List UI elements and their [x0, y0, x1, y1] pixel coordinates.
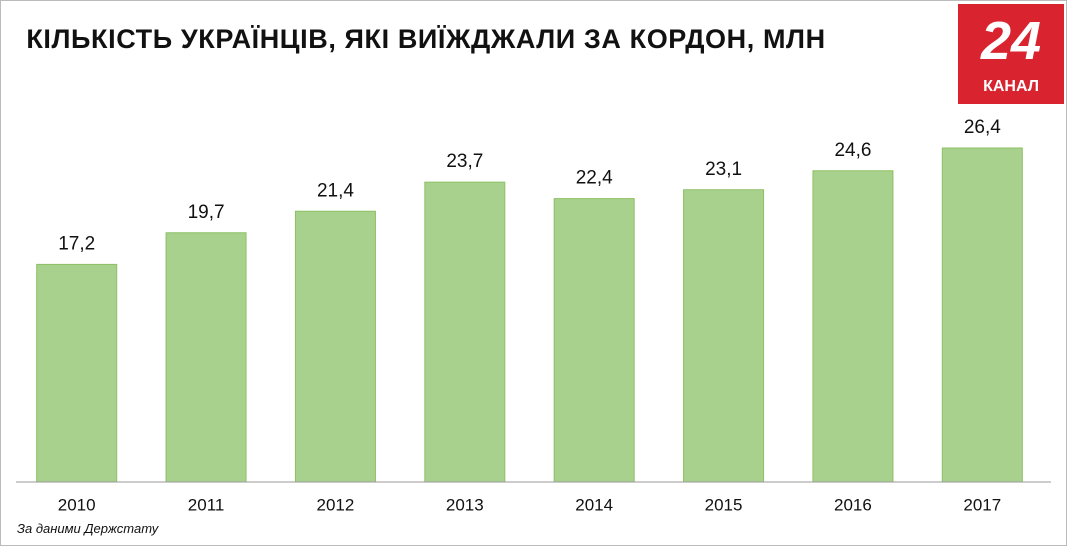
value-label: 23,1 — [705, 159, 742, 180]
x-tick-label: 2013 — [446, 495, 484, 514]
chart-title: КІЛЬКІСТЬ УКРАЇНЦІВ, ЯКІ ВИЇЖДЖАЛИ ЗА КО… — [26, 24, 826, 54]
x-tick-label: 2011 — [188, 495, 225, 514]
x-tick-label: 2017 — [963, 495, 1001, 514]
x-tick-label: 2014 — [575, 495, 613, 514]
x-tick-label: 2012 — [317, 495, 355, 514]
value-label: 17,2 — [58, 233, 95, 254]
value-label: 24,6 — [834, 140, 871, 161]
value-label: 21,4 — [317, 180, 354, 201]
value-label: 19,7 — [188, 202, 225, 223]
bar — [36, 263, 118, 483]
bar — [683, 189, 765, 483]
bar — [941, 147, 1023, 483]
logo: 24 КАНАЛ — [958, 4, 1064, 104]
bar — [812, 170, 894, 483]
x-tick-label: 2015 — [705, 495, 743, 514]
bar — [294, 210, 376, 483]
logo-name: КАНАЛ — [983, 78, 1039, 95]
bar — [165, 232, 247, 483]
logo-number: 24 — [980, 11, 1042, 71]
value-label: 26,4 — [964, 117, 1001, 138]
bar — [424, 181, 506, 483]
bar — [553, 198, 635, 483]
x-tick-label: 2010 — [58, 495, 96, 514]
x-tick-label: 2016 — [834, 495, 872, 514]
source-note: За даними Держстату — [17, 521, 159, 536]
value-label: 22,4 — [576, 168, 613, 189]
value-label: 23,7 — [446, 151, 483, 172]
